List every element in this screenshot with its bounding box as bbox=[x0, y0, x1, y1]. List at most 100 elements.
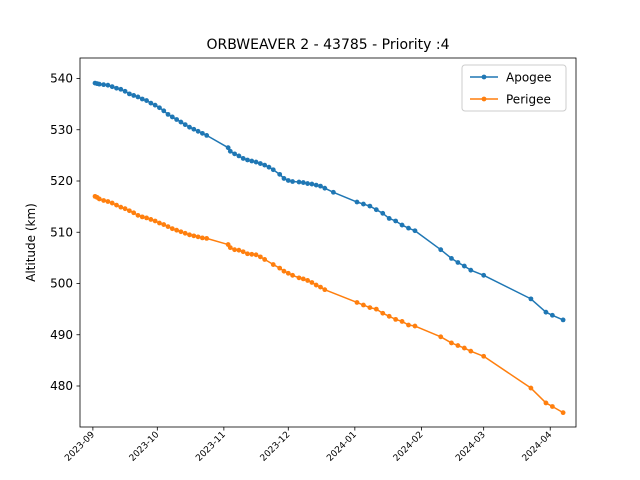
data-point bbox=[135, 94, 141, 100]
data-point bbox=[277, 265, 283, 271]
data-point bbox=[481, 353, 487, 359]
data-point bbox=[236, 247, 242, 253]
data-point bbox=[148, 217, 154, 222]
x-tick-label: 2024-03 bbox=[454, 430, 488, 464]
y-tick-label: 540 bbox=[50, 72, 73, 86]
data-point bbox=[195, 234, 201, 240]
data-point bbox=[118, 86, 124, 92]
axes-frame bbox=[79, 57, 577, 428]
data-point bbox=[406, 322, 411, 328]
x-axis: 2023-09 2023-10 2023-11 2023-12 2024-01 2024-… bbox=[63, 427, 555, 464]
data-point bbox=[157, 105, 162, 111]
data-point bbox=[135, 212, 141, 218]
data-point bbox=[101, 82, 107, 88]
data-point bbox=[245, 251, 250, 257]
data-point bbox=[461, 263, 467, 269]
legend-label-perigee: Perigee bbox=[506, 93, 551, 107]
data-point bbox=[318, 183, 323, 189]
data-point bbox=[361, 201, 366, 207]
chart-title: ORBWEAVER 2 - 43785 - Priority :4 bbox=[206, 37, 449, 53]
data-point bbox=[236, 153, 242, 159]
plot-area bbox=[79, 57, 577, 428]
x-tick-label: 2023-11 bbox=[194, 430, 228, 464]
data-point bbox=[249, 251, 255, 257]
x-tick-label: 2023-10 bbox=[128, 430, 162, 464]
y-axis-label: Altitude (km) bbox=[24, 203, 38, 282]
data-point bbox=[270, 262, 276, 267]
data-point bbox=[449, 340, 454, 346]
data-point bbox=[528, 296, 534, 302]
data-point bbox=[461, 345, 467, 351]
data-point bbox=[285, 178, 291, 183]
data-point bbox=[101, 198, 107, 203]
data-point bbox=[399, 319, 405, 324]
data-point bbox=[240, 249, 246, 255]
data-point bbox=[122, 206, 128, 212]
data-point bbox=[131, 210, 137, 216]
series-apogee bbox=[92, 80, 566, 323]
data-point bbox=[528, 385, 534, 391]
data-point bbox=[290, 272, 295, 278]
data-point bbox=[152, 218, 158, 224]
data-point bbox=[318, 284, 323, 290]
legend-swatch-marker bbox=[481, 96, 487, 102]
data-point bbox=[109, 84, 115, 90]
data-point bbox=[393, 218, 399, 224]
data-point bbox=[399, 222, 405, 228]
data-point bbox=[313, 282, 319, 288]
data-point bbox=[227, 148, 233, 154]
y-tick-label: 530 bbox=[50, 123, 73, 137]
legend: Apogee Perigee bbox=[461, 64, 567, 112]
data-point bbox=[313, 182, 319, 188]
data-point bbox=[455, 260, 461, 265]
data-point bbox=[152, 102, 158, 108]
data-point bbox=[191, 233, 197, 239]
data-point bbox=[281, 176, 287, 181]
data-point bbox=[380, 210, 386, 216]
data-point bbox=[481, 272, 487, 278]
data-point bbox=[96, 81, 102, 87]
data-point bbox=[386, 313, 392, 319]
data-point bbox=[105, 82, 111, 88]
data-point bbox=[406, 225, 411, 231]
data-point bbox=[257, 161, 263, 166]
data-point bbox=[232, 151, 237, 157]
data-point bbox=[253, 252, 259, 258]
data-point bbox=[245, 157, 250, 163]
data-point bbox=[240, 156, 246, 161]
data-point bbox=[253, 159, 259, 165]
data-point bbox=[309, 280, 315, 285]
data-point bbox=[232, 247, 237, 253]
data-point bbox=[126, 91, 132, 97]
data-point bbox=[122, 88, 128, 94]
data-point bbox=[139, 96, 145, 102]
data-point bbox=[296, 179, 302, 185]
x-tick-label: 2024-02 bbox=[392, 430, 426, 464]
data-point bbox=[438, 334, 444, 340]
data-point bbox=[204, 132, 210, 138]
data-point bbox=[182, 230, 188, 236]
y-tick-label: 520 bbox=[50, 174, 73, 188]
data-point bbox=[543, 400, 549, 406]
data-point bbox=[367, 203, 373, 209]
data-point bbox=[361, 302, 366, 308]
data-point bbox=[296, 275, 302, 281]
data-point bbox=[199, 130, 205, 136]
data-point bbox=[204, 236, 210, 241]
series-line-perigee bbox=[94, 195, 564, 414]
data-point bbox=[262, 257, 268, 262]
x-tick-label: 2024-01 bbox=[325, 430, 359, 464]
data-point bbox=[543, 309, 549, 315]
data-point bbox=[139, 214, 145, 220]
data-point bbox=[144, 215, 149, 221]
data-point bbox=[468, 267, 474, 273]
data-point bbox=[105, 199, 111, 204]
data-point bbox=[161, 108, 167, 114]
data-point bbox=[285, 270, 291, 276]
data-point bbox=[290, 179, 295, 184]
y-axis: 480 490 500 510 520 530 540 bbox=[50, 72, 80, 393]
data-point bbox=[277, 171, 283, 177]
data-point bbox=[114, 202, 119, 208]
series-layer bbox=[92, 80, 566, 416]
data-point bbox=[309, 181, 315, 187]
